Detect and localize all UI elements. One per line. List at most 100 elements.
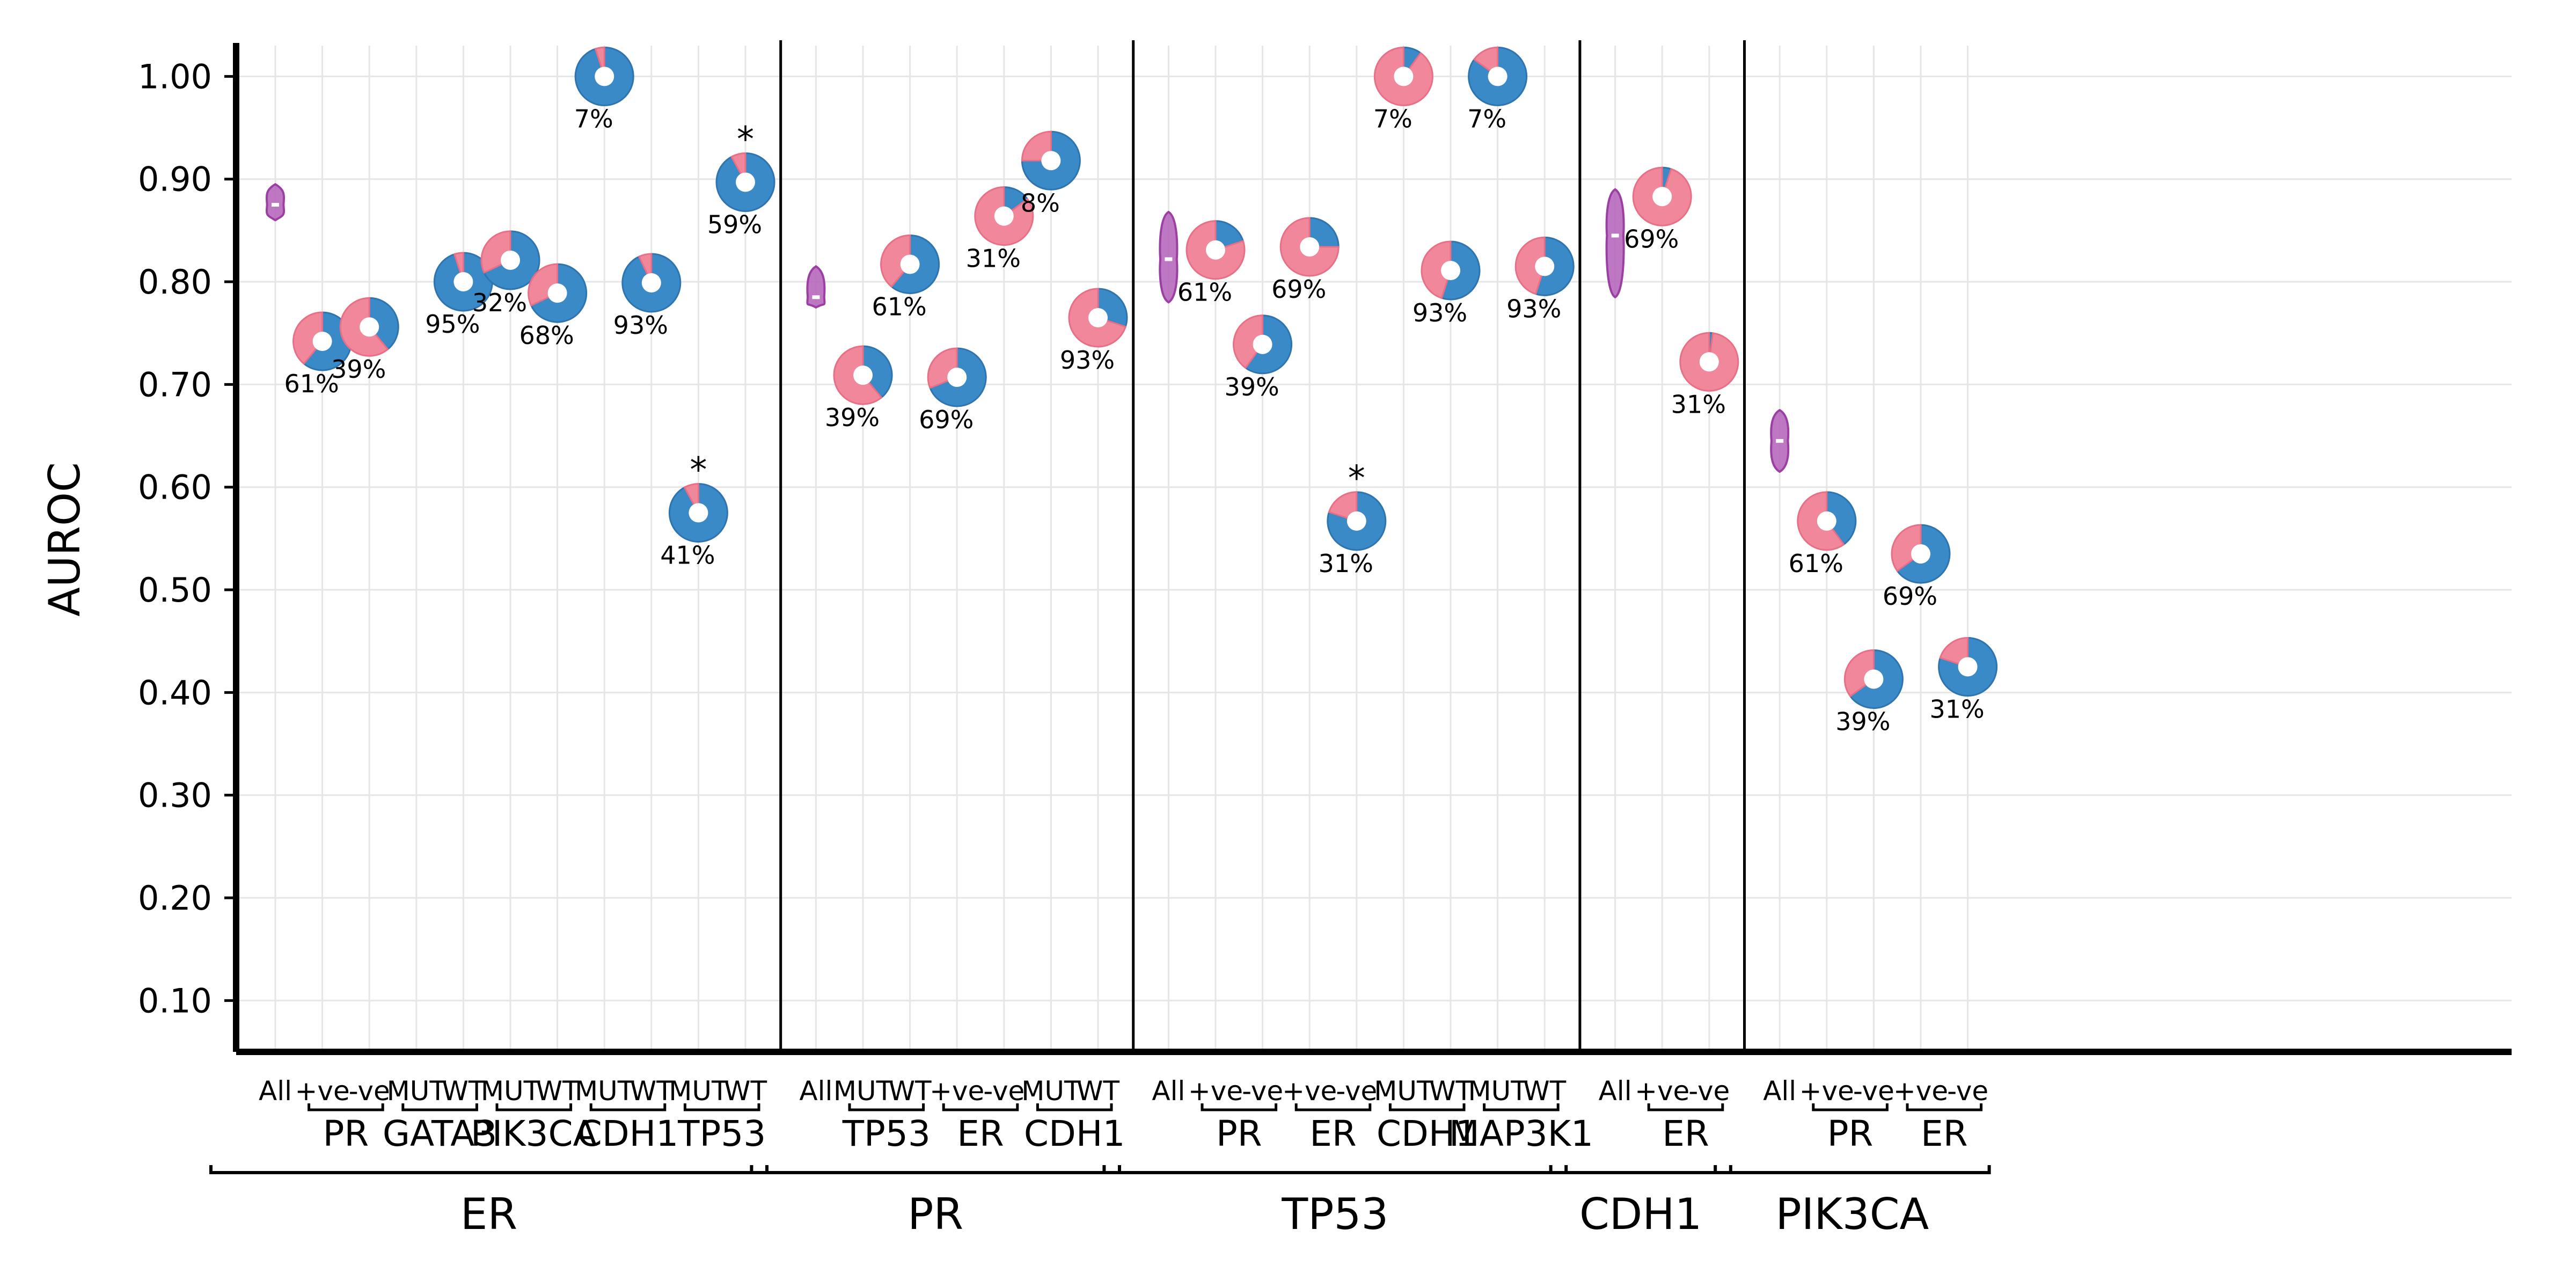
group-bracket [1906, 1103, 1983, 1111]
group-label: GATA3 [383, 1113, 497, 1154]
pie-slice-pos [880, 235, 911, 288]
group-bracket [1036, 1103, 1113, 1111]
group-bracket [495, 1103, 573, 1111]
pie-center-dot [1535, 257, 1555, 276]
pie-center-dot [453, 272, 473, 292]
pie-center-dot [1300, 237, 1320, 257]
pie-center-dot [1958, 657, 1978, 677]
pie-center-dot [689, 503, 708, 523]
group-label: TP53 [842, 1113, 931, 1154]
percent-label: 93% [613, 311, 668, 340]
percent-label: 68% [519, 321, 574, 350]
y-tick-labels: 0.10 0.20 0.30 0.40 0.50 0.60 0.70 0.80 0.90 1.00 [138, 57, 212, 1020]
pie-slice-pos [292, 311, 324, 365]
percent-label: 93% [1060, 346, 1115, 375]
x-tick-label: -ve [1853, 1075, 1894, 1107]
pie-marker [833, 345, 893, 405]
pie-slice-neg [1308, 217, 1340, 248]
x-tick-label: WT [442, 1075, 485, 1107]
pie-marker [1632, 166, 1692, 226]
group-bracket [1483, 1103, 1560, 1111]
x-tick-label: +ve [1893, 1075, 1948, 1107]
x-tick-label: All [799, 1075, 832, 1107]
x-tick-label: +ve [1282, 1075, 1337, 1107]
y-tick-label: 0.70 [138, 365, 212, 404]
pie-marker [974, 186, 1034, 246]
group-bracket [589, 1103, 667, 1111]
x-tick-label: MUT [1021, 1075, 1081, 1107]
grid-lines [236, 46, 2512, 1052]
significance-marker: * [737, 120, 754, 159]
pie-marker [1938, 637, 1998, 697]
group-bracket [1294, 1103, 1372, 1111]
percent-label: 95% [425, 310, 480, 339]
x-tick-label: WT [1523, 1075, 1566, 1107]
group-bracket [1647, 1103, 1724, 1111]
group-label: ER [1309, 1113, 1357, 1154]
percent-label: 61% [1177, 278, 1232, 307]
pie-marker [528, 263, 588, 323]
pie-marker [1679, 332, 1739, 392]
pie-marker [433, 252, 493, 312]
pie-marker [1514, 236, 1575, 296]
significance-marker: * [690, 451, 707, 491]
pie-marker [1279, 217, 1340, 277]
percent-label: 32% [472, 288, 527, 317]
pie-center-dot [1394, 67, 1414, 86]
group-label: CDH1 [577, 1113, 679, 1154]
group-label: ER [957, 1113, 1004, 1154]
pie-center-dot [853, 365, 873, 385]
x-tick-label: WT [536, 1075, 579, 1107]
pie-slice-pos [1328, 491, 1358, 522]
pie-center-dot [1699, 352, 1719, 372]
pie-slice-neg [862, 345, 893, 399]
violin [1159, 210, 1179, 304]
percent-label: 31% [1929, 695, 1984, 724]
group-label: PR [1216, 1113, 1262, 1154]
pie-slice-pos [1939, 637, 1969, 668]
pie-slice-pos [1514, 236, 1546, 295]
panel-bracket [1714, 1165, 1991, 1174]
x-tick-label: MUT [1374, 1075, 1433, 1107]
percent-label: 7% [1373, 104, 1413, 133]
pie-marker [1185, 220, 1246, 280]
y-tick-label: 1.00 [138, 57, 212, 96]
x-tick-label: -ve [1947, 1075, 1988, 1107]
group-label: PR [323, 1113, 369, 1154]
pie-marker [880, 235, 940, 295]
pie-marker [1233, 314, 1293, 375]
percent-label: 69% [1271, 275, 1326, 304]
panel-bracket [750, 1165, 1121, 1174]
y-tick-label: 0.40 [138, 673, 212, 712]
y-axis-label: AUROC [40, 462, 90, 617]
pie-center-dot [947, 367, 967, 387]
x-tick-label: MUT [481, 1075, 540, 1107]
percent-label: 39% [1835, 707, 1890, 736]
x-tick-label: +ve [1635, 1075, 1689, 1107]
percent-label: 31% [1319, 549, 1373, 578]
percent-label: 59% [707, 210, 762, 239]
y-tick-label: 0.90 [138, 160, 212, 199]
pie-slice-pos [1021, 130, 1052, 162]
x-tick-label: -ve [983, 1075, 1024, 1107]
panel-label: PIK3CA [1776, 1189, 1929, 1239]
panel-label: CDH1 [1579, 1189, 1702, 1239]
group-label: PIK3CA [471, 1113, 597, 1154]
y-tick-label: 0.30 [138, 776, 212, 815]
x-tick-label: MUT [1468, 1075, 1527, 1107]
pie-center-dot [900, 254, 920, 274]
pie-center-dot [1441, 261, 1460, 281]
x-tick-label: +ve [1188, 1075, 1243, 1107]
group-bracket [1812, 1103, 1889, 1111]
x-tick-label: -ve [1242, 1075, 1283, 1107]
pie-marker [480, 230, 540, 290]
panel-label: TP53 [1281, 1189, 1388, 1239]
group-label: TP53 [677, 1113, 766, 1154]
percent-label: 31% [966, 244, 1021, 273]
panel-bracket [1549, 1165, 1732, 1174]
group-label: PR [1827, 1113, 1874, 1154]
pie-slice-neg [368, 297, 399, 350]
x-tick-label: All [1599, 1075, 1632, 1107]
x-tick-label: -ve [1688, 1075, 1730, 1107]
pie-marker [1797, 491, 1857, 551]
